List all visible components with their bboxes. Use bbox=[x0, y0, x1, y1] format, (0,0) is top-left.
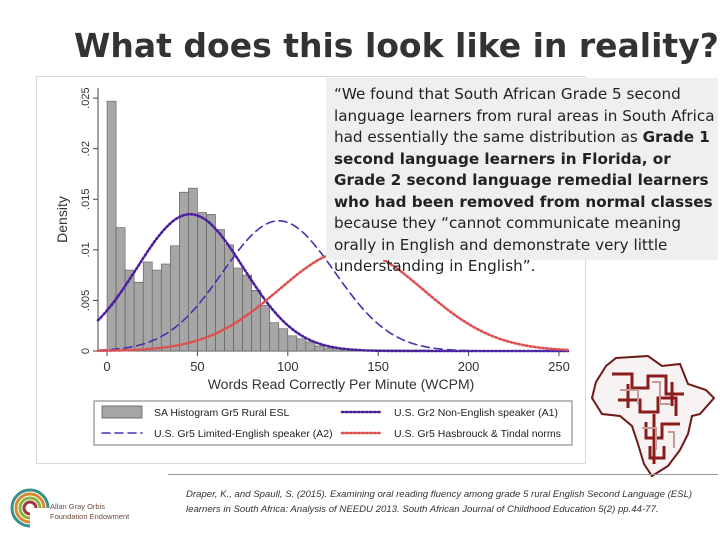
quote-text-open: “We found that South African Grade 5 sec… bbox=[334, 85, 715, 146]
logo-line-2: Foundation Endowment bbox=[50, 512, 130, 521]
spiral-logo-icon bbox=[10, 488, 50, 528]
x-tick-label: 150 bbox=[367, 359, 389, 374]
logo-line-1: Allan Gray Orbis bbox=[50, 502, 106, 511]
legend-label: SA Histogram Gr5 Rural ESL bbox=[154, 407, 290, 419]
africa-map-icon bbox=[588, 354, 718, 485]
histogram-bar bbox=[305, 341, 316, 352]
citation: Draper, K., and Spaull, S. (2015). Exami… bbox=[186, 489, 693, 515]
histogram-bar bbox=[188, 187, 198, 352]
x-tick-label: 100 bbox=[277, 359, 299, 374]
density-curve-2 bbox=[97, 219, 569, 352]
histogram-bar bbox=[224, 244, 234, 352]
x-tick-label: 50 bbox=[190, 359, 204, 374]
histogram-bar bbox=[106, 100, 117, 352]
y-tick-label: .01 bbox=[80, 242, 92, 257]
legend-label: U.S. Gr5 Hasbrouck & Tindal norms bbox=[394, 428, 561, 440]
logo-text: Allan Gray Orbis Foundation Endowment bbox=[50, 502, 129, 522]
histogram-bar bbox=[278, 328, 289, 352]
histogram-bar bbox=[233, 267, 243, 352]
histogram-bar bbox=[160, 263, 171, 352]
y-tick-label: .005 bbox=[80, 290, 92, 311]
y-axis-title: Density bbox=[54, 196, 70, 243]
y-tick-label: .015 bbox=[80, 189, 92, 210]
x-axis-title: Words Read Correctly Per Minute (WCPM) bbox=[208, 376, 475, 392]
x-tick-label: 0 bbox=[103, 359, 110, 374]
quote-box bbox=[326, 78, 718, 260]
footer-divider bbox=[168, 474, 718, 475]
legend-box bbox=[93, 400, 573, 446]
quote-text-end: because they “cannot communicate meaning… bbox=[334, 214, 681, 275]
histogram-bar bbox=[170, 245, 180, 352]
legend-swatch bbox=[101, 405, 143, 419]
y-tick-label: .025 bbox=[80, 87, 92, 108]
legend-label: U.S. Gr2 Non-English speaker (A1) bbox=[394, 407, 558, 419]
histogram-bar bbox=[142, 261, 153, 352]
x-tick-label: 250 bbox=[548, 359, 570, 374]
histogram-bar bbox=[197, 212, 207, 352]
histogram-bar bbox=[323, 347, 334, 352]
slide-title: What does this look like in reality? bbox=[74, 26, 719, 65]
histogram-bar bbox=[206, 214, 216, 352]
histogram-bar bbox=[314, 345, 325, 352]
foundation-logo bbox=[8, 472, 52, 537]
histogram-bar bbox=[260, 305, 271, 352]
histogram-bar bbox=[133, 281, 144, 352]
histogram-bar bbox=[251, 290, 261, 352]
quote-text-bold: Grade 1 second language learners in Flor… bbox=[334, 128, 713, 211]
quote-text: “We found that South African Grade 5 sec… bbox=[334, 84, 718, 278]
y-tick-label: 0 bbox=[80, 348, 92, 354]
x-tick-label: 200 bbox=[458, 359, 480, 374]
histogram-bar bbox=[287, 335, 298, 352]
histogram-bar bbox=[296, 338, 307, 352]
density-chart: 0 .005 .01 .015 .02 .025 0 50 100 150 200 250 Densit… bbox=[54, 87, 573, 446]
histogram-bar bbox=[269, 322, 280, 352]
y-tick-label: .02 bbox=[80, 141, 92, 156]
legend-label: U.S. Gr5 Limited-English speaker (A2) bbox=[154, 428, 333, 440]
